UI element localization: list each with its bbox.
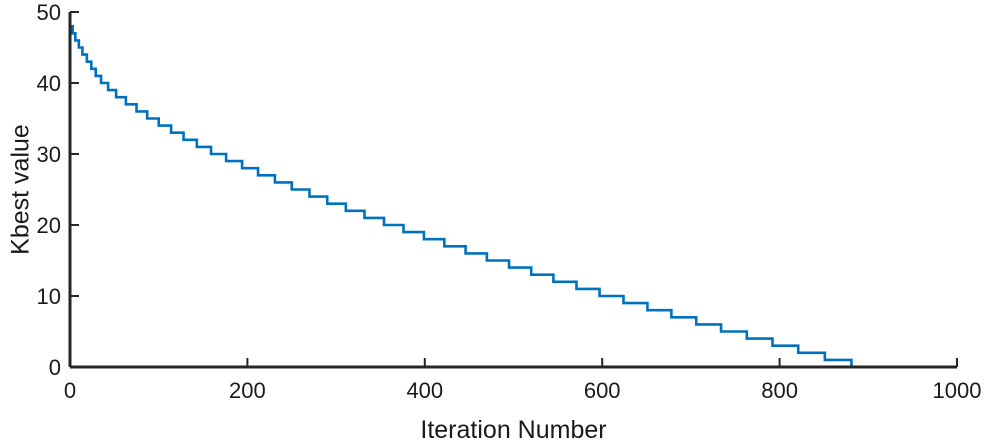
series-line-0 bbox=[70, 24, 957, 369]
y-tick-label: 20 bbox=[37, 213, 61, 238]
x-tick-label: 1000 bbox=[933, 378, 982, 403]
x-tick-label: 800 bbox=[761, 378, 798, 403]
y-tick-label: 40 bbox=[37, 71, 61, 96]
y-tick-label: 50 bbox=[37, 0, 61, 25]
y-axis-title: Kbest value bbox=[7, 124, 35, 255]
x-tick-label: 0 bbox=[64, 378, 76, 403]
x-axis-ticks: 0 200 400 600 800 1000 bbox=[64, 358, 982, 403]
series-layer bbox=[70, 24, 957, 369]
y-axis-ticks: 0 10 20 30 40 50 bbox=[37, 0, 79, 380]
x-tick-label: 200 bbox=[229, 378, 266, 403]
axes-layer bbox=[68, 12, 957, 369]
y-tick-label: 30 bbox=[37, 142, 61, 167]
y-tick-label: 10 bbox=[37, 284, 61, 309]
x-tick-label: 400 bbox=[406, 378, 443, 403]
y-tick-label: 0 bbox=[49, 355, 61, 380]
x-axis-title: Iteration Number bbox=[420, 416, 606, 442]
x-tick-label: 600 bbox=[584, 378, 621, 403]
